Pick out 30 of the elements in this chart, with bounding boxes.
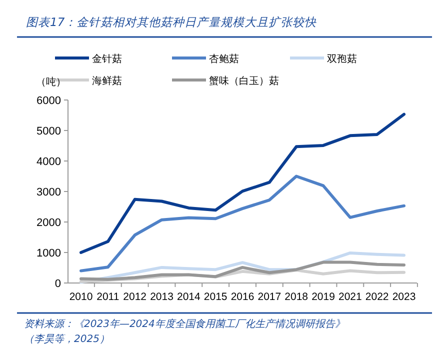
line-series [80, 112, 406, 254]
x-tick-label: 2023 [392, 291, 416, 303]
text: 资料来源：《2023年—2024年度全国食用菌工厂化生产情况调研报告》（李昊等，2025） [24, 318, 345, 345]
y-tick-label: 6000 [36, 95, 61, 107]
y-tick-label: 5000 [36, 126, 61, 138]
legend-label: 金针菇 [92, 53, 122, 65]
x-tick-label: 2021 [338, 291, 362, 303]
legend-label: 蟹味（白玉）菇 [209, 75, 279, 87]
legend-label: 海鲜菇 [92, 75, 122, 87]
x-tick-label: 2019 [312, 291, 336, 303]
x-tick-label: 2017 [258, 291, 282, 303]
y-tick-label: 3000 [36, 186, 61, 198]
x-tick-label: 2012 [123, 291, 147, 303]
x-tick-label: 2022 [365, 291, 389, 303]
x-tick-label: 2016 [230, 291, 254, 303]
legend-label: 双孢菇 [327, 53, 357, 65]
x-tick-label: 2018 [284, 291, 308, 303]
y-tick-label: 2000 [36, 217, 61, 229]
y-tick-label: 1000 [36, 248, 61, 260]
x-tick-label: 2015 [204, 291, 228, 303]
line-series [80, 174, 406, 272]
x-tick-label: 2011 [96, 291, 120, 303]
y-tick-label: 4000 [36, 156, 61, 168]
chart-title: 图表17：金针菇相对其他菇种日产量规模大且扩张较快 [26, 15, 317, 29]
x-tick-label: 2013 [150, 291, 174, 303]
y-tick-label: 0 [54, 278, 61, 290]
y-axis-title: （吨） [36, 76, 66, 88]
legend-label: 杏鲍菇 [209, 53, 239, 65]
x-tick-label: 2010 [69, 291, 93, 303]
x-tick-label: 2014 [176, 291, 201, 303]
